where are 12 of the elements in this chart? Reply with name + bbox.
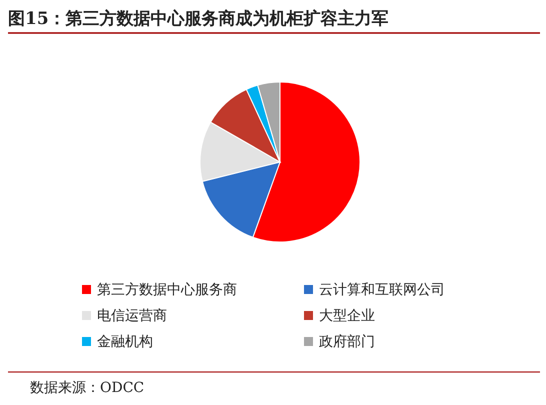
chart-title: 图15：第三方数据中心服务商成为机柜扩容主力军 — [8, 9, 389, 29]
pie-slice — [202, 162, 280, 238]
legend-label: 大型企业 — [319, 308, 375, 324]
pie-slice — [200, 122, 280, 182]
legend-label: 电信运营商 — [97, 308, 167, 324]
legend-label: 金融机构 — [97, 334, 153, 350]
pie-slice — [210, 88, 280, 162]
legend-label: 云计算和互联网公司 — [319, 282, 445, 298]
pie-slice — [252, 82, 360, 242]
source-note: 数据来源：ODCC — [30, 380, 144, 396]
legend-label: 第三方数据中心服务商 — [97, 282, 237, 298]
legend-label: 政府部门 — [319, 334, 375, 350]
